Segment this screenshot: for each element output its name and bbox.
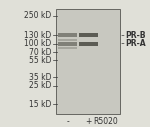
FancyBboxPatch shape [79, 34, 98, 37]
Text: R5020: R5020 [93, 117, 118, 126]
FancyBboxPatch shape [58, 47, 77, 49]
Text: 55 kD: 55 kD [29, 55, 51, 65]
Text: +: + [85, 117, 91, 126]
FancyBboxPatch shape [56, 9, 120, 114]
FancyBboxPatch shape [58, 42, 77, 45]
Text: PR-B: PR-B [125, 31, 145, 40]
Text: PR-A: PR-A [125, 39, 145, 48]
Text: 15 kD: 15 kD [29, 100, 51, 109]
Text: 35 kD: 35 kD [29, 73, 51, 82]
Text: -: - [66, 117, 69, 126]
FancyBboxPatch shape [58, 39, 77, 41]
Text: 25 kD: 25 kD [29, 81, 51, 90]
FancyBboxPatch shape [58, 34, 77, 37]
Text: 70 kD: 70 kD [29, 48, 51, 57]
Text: 130 kD: 130 kD [24, 31, 51, 40]
Text: 250 kD: 250 kD [24, 11, 51, 20]
FancyBboxPatch shape [79, 42, 98, 45]
Text: 100 kD: 100 kD [24, 39, 51, 48]
